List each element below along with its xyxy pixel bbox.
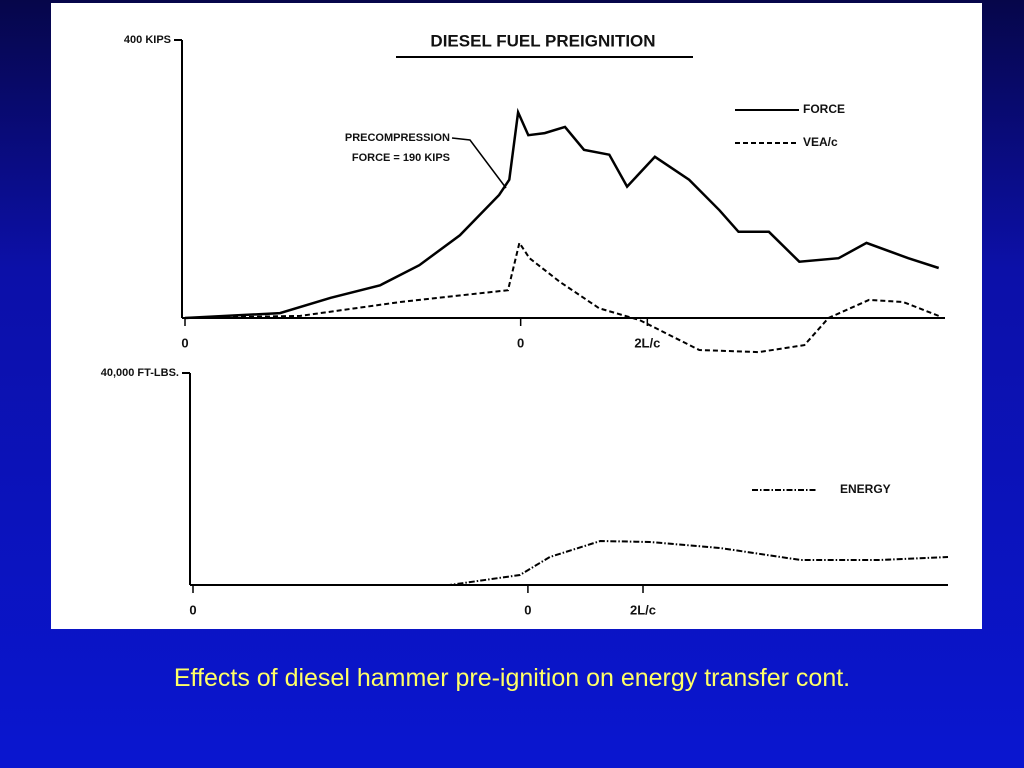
legend-label: FORCE	[803, 102, 845, 116]
legend-label: VEA/c	[803, 135, 838, 149]
series-line	[193, 539, 949, 586]
x-tick-label: 0	[524, 602, 531, 617]
x-tick-label: 0	[517, 335, 524, 350]
y-tick-label: 400 KIPS	[124, 34, 171, 46]
x-tick-label: 2L/c	[630, 602, 656, 617]
annotation: FORCE = 190 KIPS	[352, 152, 450, 164]
y-tick-label: 40,000 FT-LBS.	[101, 367, 179, 379]
x-tick-label: 0	[189, 602, 196, 617]
chart-title: DIESEL FUEL PREIGNITION	[430, 31, 655, 50]
caption: Effects of diesel hammer pre-ignition on…	[173, 664, 851, 692]
annotation: PRECOMPRESSION	[345, 132, 450, 144]
x-tick-label: 0	[181, 335, 188, 350]
x-tick-label: 2L/c	[634, 335, 660, 350]
series-line	[184, 240, 940, 354]
series-line	[184, 107, 940, 320]
legend-label: ENERGY	[840, 482, 891, 496]
annotation-arrow	[451, 137, 507, 189]
